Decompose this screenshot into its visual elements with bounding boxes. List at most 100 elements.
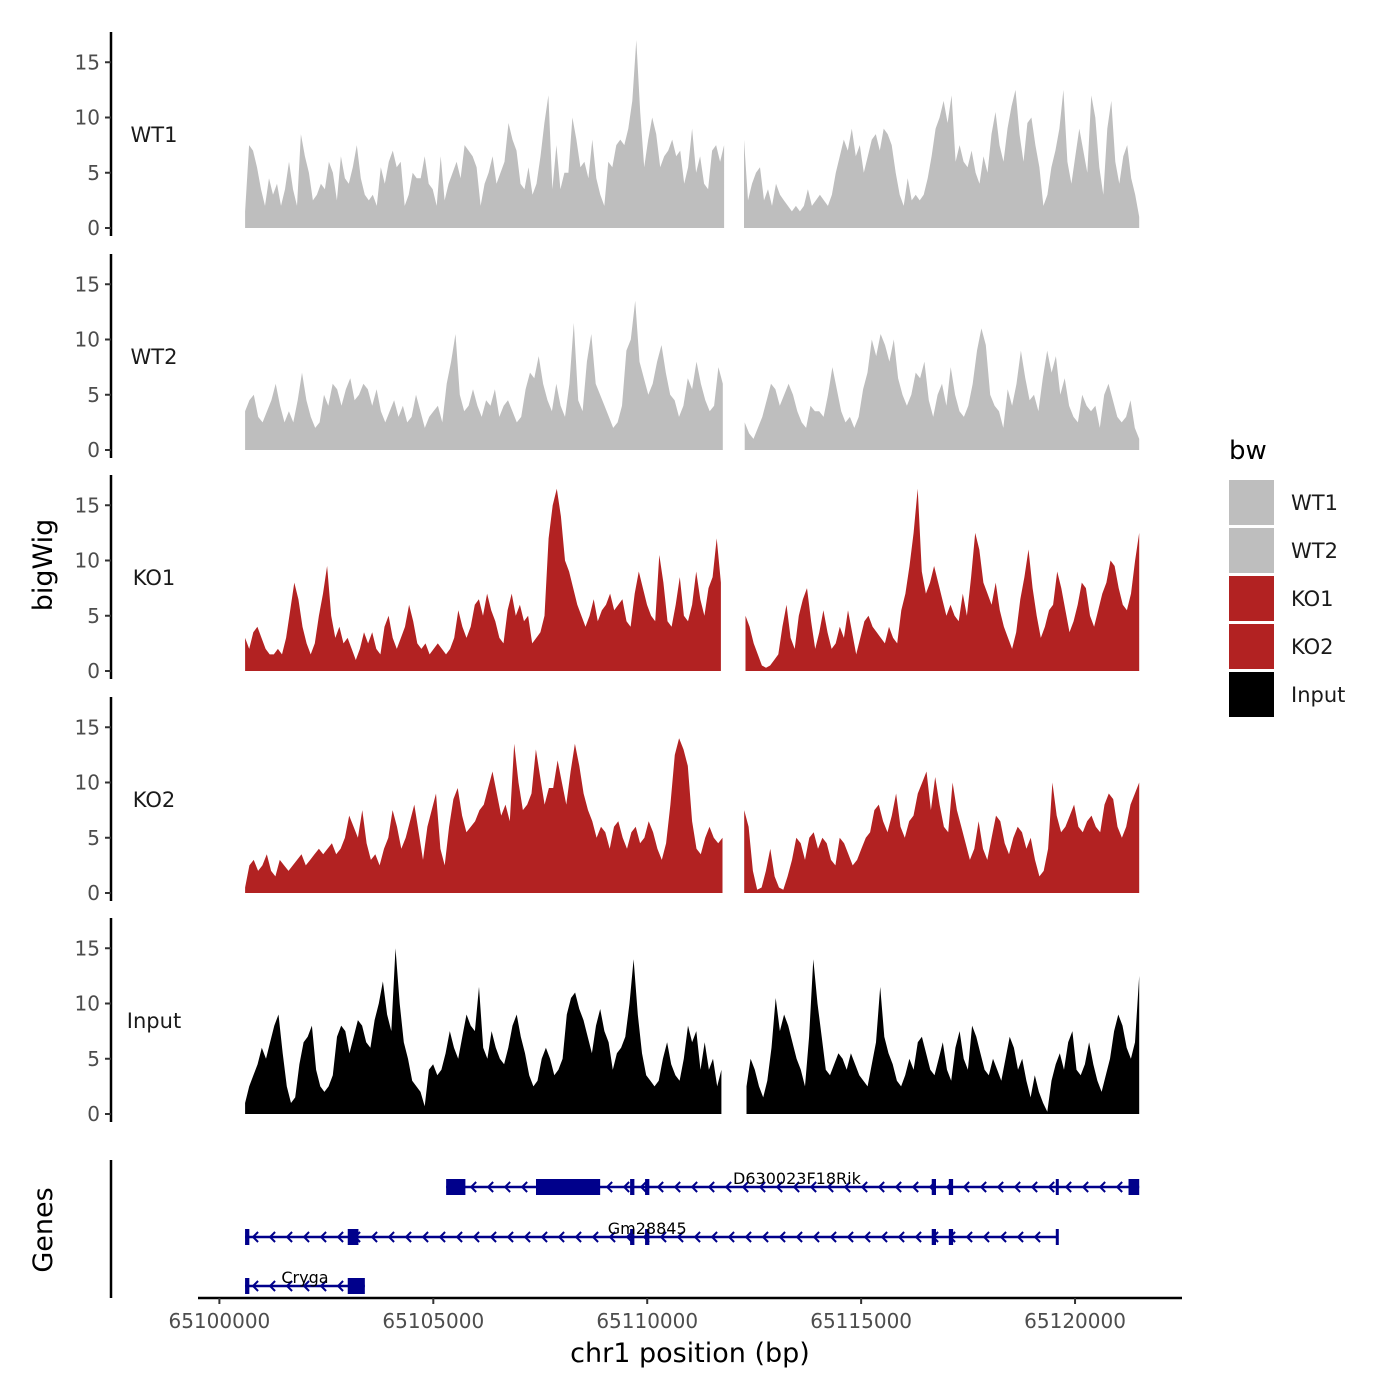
- strand-arrow: [1098, 1181, 1106, 1193]
- strand-arrow: [792, 1181, 800, 1193]
- x-axis: 65100000 65105000 65110000 65115000 65120000: [168, 1296, 1182, 1333]
- strand-arrow: [710, 1231, 718, 1243]
- strand-arrow: [965, 1231, 973, 1243]
- exon: [245, 1278, 250, 1294]
- x-tick-label: 65100000: [168, 1309, 270, 1333]
- exon: [931, 1179, 936, 1195]
- y-axis-title: bigWig: [28, 519, 59, 612]
- strand-arrow: [962, 1181, 970, 1193]
- strand-arrow: [693, 1231, 701, 1243]
- strand-arrow: [268, 1280, 276, 1292]
- exon: [630, 1229, 635, 1245]
- strand-arrow: [404, 1231, 412, 1243]
- track-label-input: Input: [127, 1009, 181, 1033]
- y-tick-label: 10: [75, 992, 100, 1016]
- area-input: [245, 948, 722, 1114]
- strand-arrow: [758, 1181, 766, 1193]
- legend-swatch-wt2: [1229, 528, 1274, 573]
- legend-swatch-wt1: [1229, 480, 1274, 525]
- area-wt2: [245, 300, 723, 450]
- strand-arrow: [673, 1181, 681, 1193]
- strand-arrow: [863, 1231, 871, 1243]
- exon: [645, 1179, 650, 1195]
- y-tick-label: 0: [87, 659, 100, 683]
- exon: [948, 1179, 954, 1195]
- y-tick-label: 5: [87, 826, 100, 850]
- strand-arrow: [639, 1181, 647, 1193]
- exon: [535, 1179, 601, 1195]
- exon: [1055, 1229, 1059, 1245]
- strand-arrow: [744, 1231, 752, 1243]
- y-tick-label: 15: [75, 493, 100, 517]
- y-tick-label: 15: [75, 936, 100, 960]
- strand-arrow: [472, 1231, 480, 1243]
- exon: [948, 1229, 954, 1245]
- y-tick-label: 10: [75, 771, 100, 795]
- gene-label: Cryga: [281, 1268, 328, 1287]
- y-tick-label: 5: [87, 161, 100, 185]
- y-tick-label: 10: [75, 106, 100, 130]
- y-tick-label: 15: [75, 272, 100, 296]
- area-ko2: [744, 771, 1140, 893]
- strand-arrow: [506, 1231, 514, 1243]
- track-label-ko1: KO1: [133, 566, 176, 590]
- strand-arrow: [251, 1231, 259, 1243]
- y-tick-label: 5: [87, 383, 100, 407]
- x-tick-label: 65120000: [1024, 1309, 1126, 1333]
- strand-arrow: [775, 1181, 783, 1193]
- gene-label: D630023F18Rik: [733, 1169, 862, 1188]
- strand-arrow: [486, 1181, 494, 1193]
- strand-arrow: [809, 1181, 817, 1193]
- strand-arrow: [1033, 1231, 1041, 1243]
- strand-arrow: [1013, 1181, 1021, 1193]
- strand-arrow: [795, 1231, 803, 1243]
- strand-arrow: [778, 1231, 786, 1243]
- genes-panel: D630023F18Rik Gm28845 Cryga: [109, 1160, 1140, 1298]
- strand-arrow: [336, 1280, 344, 1292]
- strand-arrow: [999, 1231, 1007, 1243]
- legend-label-ko2: KO2: [1291, 635, 1334, 659]
- strand-arrow: [1016, 1231, 1024, 1243]
- legend-label-input: Input: [1291, 683, 1345, 707]
- genes-axis-title: Genes: [28, 1187, 59, 1272]
- track-ko2: 0 5 10 15 KO2: [75, 697, 1140, 905]
- strand-arrow: [1064, 1181, 1072, 1193]
- strand-arrow: [707, 1181, 715, 1193]
- strand-arrow: [319, 1280, 327, 1292]
- y-tick-label: 5: [87, 1047, 100, 1071]
- strand-arrow: [1081, 1181, 1089, 1193]
- area-wt1: [744, 89, 1140, 229]
- legend: bw WT1 WT2 KO1 KO2 Input: [1229, 436, 1345, 717]
- y-tick-label: 15: [75, 715, 100, 739]
- exon: [1055, 1179, 1059, 1195]
- strand-arrow: [1047, 1181, 1055, 1193]
- area-input: [746, 959, 1140, 1114]
- strand-arrow: [285, 1280, 293, 1292]
- exon: [446, 1179, 466, 1195]
- track-wt2: 0 5 10 15 WT2: [75, 254, 1140, 462]
- strand-arrow: [251, 1280, 259, 1292]
- legend-label-wt1: WT1: [1291, 491, 1338, 515]
- strand-arrow: [812, 1231, 820, 1243]
- strand-arrow: [894, 1181, 902, 1193]
- strand-arrow: [302, 1231, 310, 1243]
- gene-gm28845: Gm28845: [245, 1219, 1059, 1245]
- strand-arrow: [387, 1231, 395, 1243]
- strand-arrow: [996, 1181, 1004, 1193]
- legend-swatch-ko1: [1229, 576, 1274, 621]
- track-input: 0 5 10 15 Input: [75, 918, 1140, 1126]
- strand-arrow: [741, 1181, 749, 1193]
- legend-swatch-ko2: [1229, 624, 1274, 669]
- strand-arrow: [1030, 1181, 1038, 1193]
- exon: [245, 1229, 250, 1245]
- legend-title: bw: [1229, 436, 1267, 466]
- legend-label-ko1: KO1: [1291, 587, 1334, 611]
- exon: [1128, 1179, 1140, 1195]
- x-axis-title: chr1 position (bp): [570, 1338, 810, 1369]
- strand-arrow: [659, 1231, 667, 1243]
- x-tick-label: 65115000: [810, 1309, 912, 1333]
- y-tick-label: 15: [75, 50, 100, 74]
- strand-arrow: [829, 1231, 837, 1243]
- exon: [347, 1278, 365, 1294]
